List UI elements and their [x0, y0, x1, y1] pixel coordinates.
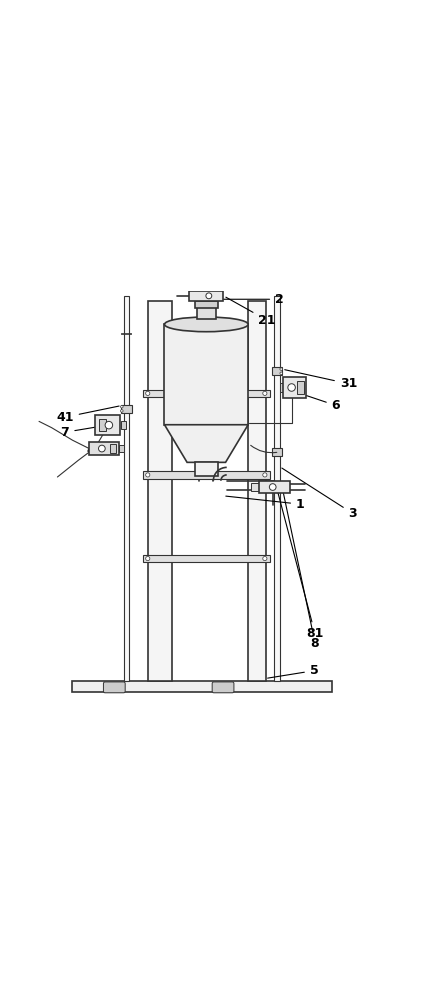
FancyBboxPatch shape — [212, 682, 234, 693]
Text: 5: 5 — [268, 664, 319, 678]
Bar — [110, 444, 116, 453]
Text: 21: 21 — [226, 297, 276, 327]
Text: 81: 81 — [275, 481, 324, 640]
Circle shape — [120, 405, 123, 408]
Text: 31: 31 — [285, 370, 357, 390]
Text: 8: 8 — [282, 490, 320, 650]
Polygon shape — [165, 425, 248, 462]
Bar — [120, 405, 132, 413]
Bar — [148, 301, 172, 681]
Circle shape — [146, 391, 150, 395]
Circle shape — [146, 556, 150, 561]
Circle shape — [263, 391, 267, 395]
Text: 4: 4 — [87, 444, 96, 457]
Bar — [95, 415, 120, 435]
Bar — [258, 481, 290, 493]
Bar — [119, 445, 124, 452]
Circle shape — [263, 556, 267, 561]
FancyBboxPatch shape — [104, 682, 125, 693]
Bar — [189, 291, 224, 301]
Circle shape — [120, 410, 123, 412]
Circle shape — [105, 421, 113, 429]
Circle shape — [280, 372, 282, 375]
Text: 6: 6 — [297, 392, 340, 412]
Bar — [143, 555, 270, 562]
Bar — [297, 381, 304, 394]
Ellipse shape — [165, 317, 248, 332]
Bar — [143, 390, 270, 397]
Text: 7: 7 — [61, 426, 105, 439]
Bar — [272, 448, 282, 456]
Bar — [143, 471, 270, 479]
Bar — [123, 296, 129, 681]
Circle shape — [288, 384, 296, 391]
Bar — [195, 462, 218, 476]
Bar — [280, 383, 284, 392]
Bar — [283, 377, 306, 398]
Bar — [195, 301, 218, 308]
Bar — [99, 419, 106, 431]
Text: 1: 1 — [226, 496, 305, 511]
Text: 3: 3 — [282, 468, 357, 520]
Bar — [274, 296, 280, 681]
Bar — [272, 367, 282, 375]
Circle shape — [280, 368, 282, 370]
Bar — [248, 301, 266, 681]
Circle shape — [146, 473, 150, 477]
Circle shape — [263, 473, 267, 477]
Circle shape — [206, 293, 212, 299]
Bar — [121, 421, 126, 429]
Bar — [197, 307, 216, 319]
Bar — [72, 681, 332, 692]
Text: 2: 2 — [215, 293, 284, 306]
Circle shape — [99, 445, 105, 452]
Text: 41: 41 — [56, 406, 119, 424]
Bar — [251, 483, 259, 491]
Bar — [165, 324, 248, 425]
Circle shape — [269, 484, 276, 490]
Bar — [89, 442, 119, 455]
